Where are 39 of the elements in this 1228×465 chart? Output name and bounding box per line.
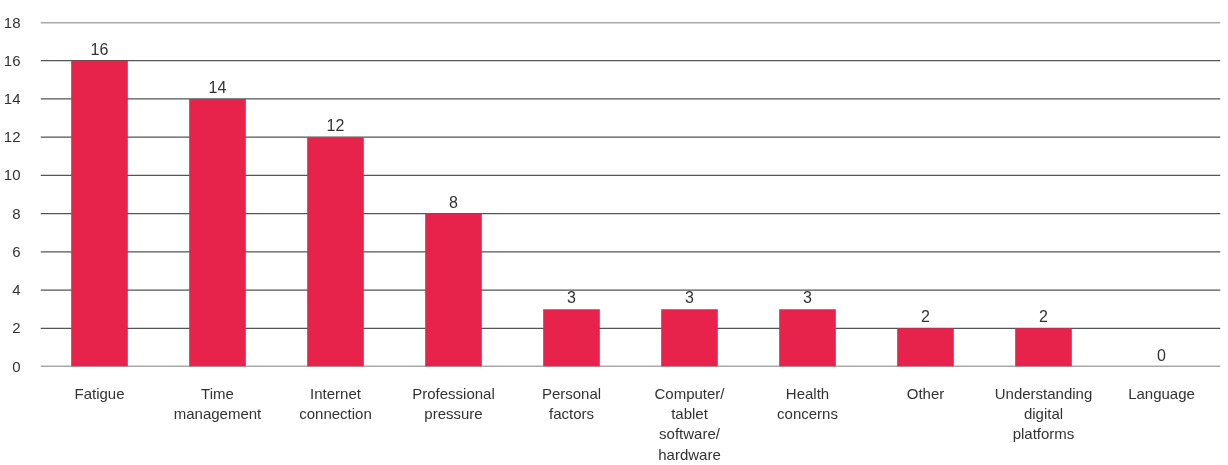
x-tick-label: Professional pressure [412, 384, 495, 422]
y-tick-label: 2 [12, 319, 21, 337]
data-label: 2 [1039, 308, 1049, 326]
data-label: 8 [449, 193, 459, 211]
y-tick-label: 4 [12, 281, 21, 299]
bar [425, 213, 482, 367]
data-label: 0 [1157, 346, 1167, 364]
x-tick-label: Computer/ tablet software/ hardware [654, 384, 726, 463]
data-label: 2 [921, 308, 931, 326]
data-label: 12 [326, 117, 345, 135]
data-label: 16 [90, 40, 109, 58]
bar [543, 309, 600, 367]
x-tick-label: Understanding digital platforms [994, 384, 1093, 443]
bar [897, 328, 954, 367]
bar [661, 309, 718, 367]
bar [71, 60, 128, 367]
y-tick-label: 12 [3, 128, 21, 146]
data-label: 3 [685, 289, 695, 307]
data-label: 3 [567, 289, 577, 307]
y-tick-label: 6 [12, 242, 21, 260]
y-tick-label: 0 [12, 357, 21, 375]
x-tick-label: Other [906, 384, 945, 402]
bar [189, 98, 246, 367]
x-tick-label: Time management [173, 384, 263, 422]
x-tick-label: Language [1128, 384, 1195, 402]
y-tick-label: 18 [3, 13, 21, 31]
x-tick-label: Fatigue [74, 384, 125, 402]
y-tick-label: 14 [3, 89, 21, 107]
y-tick-label: 10 [3, 166, 21, 184]
y-tick-label: 16 [3, 51, 21, 69]
bar [307, 137, 364, 367]
x-tick-label: Internet connection [299, 384, 372, 422]
bar [1015, 328, 1072, 367]
data-label: 3 [803, 289, 813, 307]
y-tick-label: 8 [12, 204, 21, 222]
x-tick-label: Personal factors [541, 384, 602, 422]
bar [779, 309, 836, 367]
data-label: 14 [208, 78, 227, 96]
x-tick-label: Health concerns [777, 384, 838, 422]
